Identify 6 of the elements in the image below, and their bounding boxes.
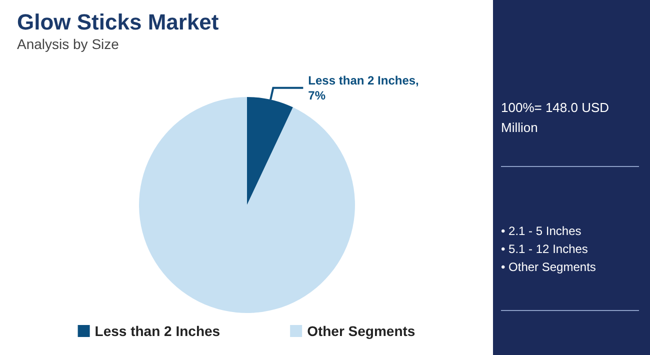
legend-label: Less than 2 Inches [94, 323, 220, 339]
legend-label: Other Segments [307, 323, 416, 339]
chart-subtitle: Analysis by Size [17, 36, 120, 52]
chart-title: Glow Sticks Market [17, 10, 220, 34]
side-panel: 100%= 148.0 USD Million • 2.1 - 5 Inches • 5.1 - 12 Inches • Other Segments [493, 0, 650, 355]
data-label: Less than 2 Inches, 7% [308, 73, 419, 102]
